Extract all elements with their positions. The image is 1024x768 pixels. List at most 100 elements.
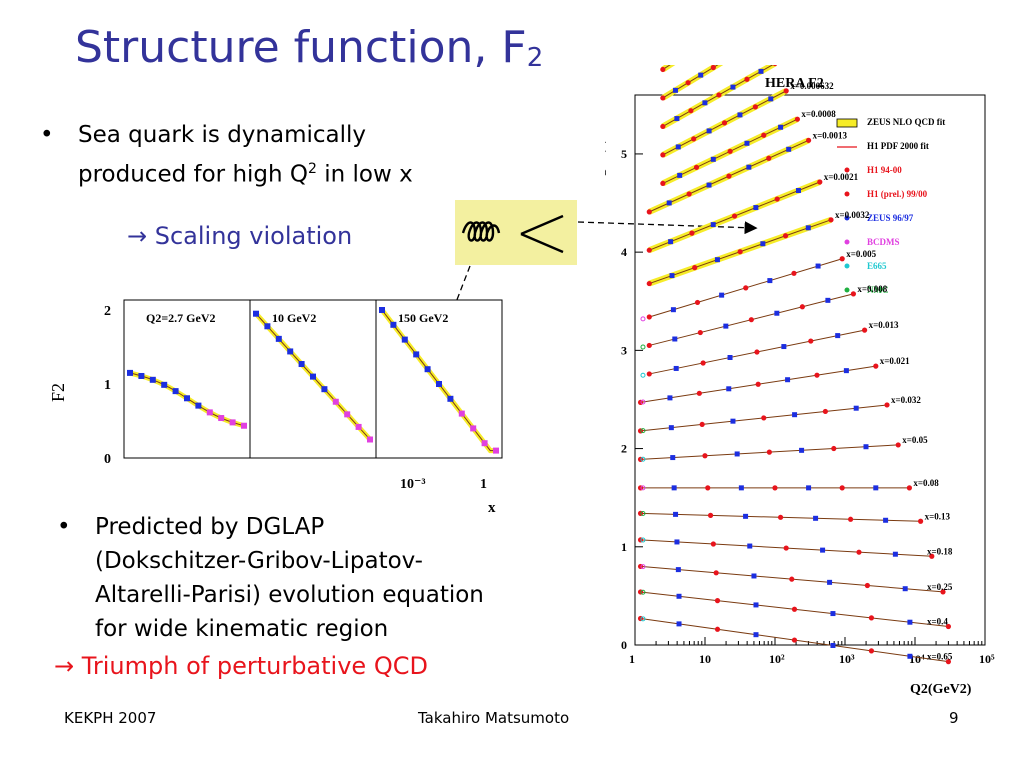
data-point (806, 485, 812, 491)
data-point (883, 517, 889, 523)
x-tick-label: 1 (480, 477, 487, 492)
data-point (783, 88, 789, 94)
legend-swatch (844, 167, 850, 173)
data-point (298, 361, 305, 368)
x-bin-label: x=0.032 (891, 395, 921, 405)
data-point (481, 440, 488, 447)
data-point (264, 323, 271, 330)
x-tick-label: 10⁴ (909, 652, 925, 666)
y-tick-label: 0 (621, 638, 627, 652)
data-point (689, 230, 695, 236)
low-q2-point (640, 510, 646, 516)
data-point (241, 422, 247, 429)
data-point (830, 642, 836, 648)
data-point (710, 156, 716, 162)
x-bin-label: x=0.008 (857, 284, 887, 294)
data-point (149, 376, 156, 383)
data-point (791, 270, 797, 276)
data-point (835, 333, 841, 339)
data-point (820, 547, 826, 553)
bullet-dglap: • Predicted by DGLAP (Dokschitzer-Gribov… (57, 510, 484, 646)
data-point (706, 182, 712, 188)
data-point (808, 338, 814, 344)
data-point (670, 455, 676, 461)
arrow-icon: → (127, 222, 148, 250)
legend-entry: ZEUS 96/97 (867, 213, 914, 223)
data-point (673, 365, 679, 371)
data-point (792, 412, 798, 418)
y-tick-label: 0 (104, 452, 111, 467)
x-tick-label: 10³ (839, 652, 855, 666)
y-tick-label: 4 (621, 245, 627, 259)
data-point (710, 222, 716, 228)
bullet2-line2: (Dokschitzer-Gribov-Lipatov- (95, 548, 423, 574)
data-point (906, 485, 912, 491)
y-tick-label: 1 (621, 540, 627, 554)
scaling-text: Scaling violation (154, 222, 353, 250)
data-point (752, 104, 758, 110)
data-point (828, 217, 834, 223)
data-point (723, 323, 729, 329)
data-point (702, 453, 708, 459)
data-point (751, 573, 757, 579)
data-point (873, 485, 879, 491)
data-point (814, 372, 820, 378)
data-point (734, 451, 740, 457)
data-point (831, 445, 837, 452)
data-point (786, 146, 792, 152)
low-q2-point (640, 372, 646, 378)
data-point (713, 570, 719, 576)
data-point (863, 444, 869, 450)
data-point (767, 278, 773, 284)
data-point (694, 299, 701, 306)
y-tick-label: 3 (621, 343, 627, 357)
x-bin-label: x=0.13 (925, 511, 951, 521)
x-tick-label: 10² (769, 652, 785, 666)
data-point (195, 402, 202, 409)
data-point (777, 514, 784, 520)
data-point (766, 449, 772, 455)
x-bin-label: x=0.0013 (813, 130, 848, 140)
bullet1-line2: produced for high Q2 in low x (78, 161, 413, 188)
panel-label: 150 GeV2 (398, 311, 448, 325)
bullet-sea-quark: • Sea quark is dynamically produced for … (40, 118, 413, 192)
footer-left: KEKPH 2007 (64, 709, 157, 727)
data-point (699, 421, 705, 428)
data-point (686, 191, 692, 197)
data-point (646, 314, 652, 320)
data-point (721, 120, 728, 126)
x-bin-label: x=0.021 (880, 356, 910, 366)
data-point (892, 551, 898, 557)
data-point (287, 348, 294, 355)
data-point (671, 485, 677, 491)
data-point (754, 349, 760, 355)
low-q2-point (640, 589, 646, 595)
data-point (774, 310, 780, 316)
footer-page-number: 9 (949, 709, 959, 727)
bullet2-line1: Predicted by DGLAP (95, 514, 325, 540)
data-point (275, 335, 282, 342)
y-axis-label: F2em-log10(x) (605, 138, 607, 225)
x-bin-label: x=0.005 (846, 249, 876, 259)
data-point (902, 586, 908, 592)
data-point (748, 317, 754, 323)
data-point (727, 355, 733, 361)
x-bin-label: x=0.0008 (801, 109, 836, 119)
data-point (691, 136, 697, 142)
data-point (778, 124, 784, 130)
low-q2-point (640, 616, 646, 622)
data-point (746, 164, 752, 170)
legend-swatch (844, 263, 850, 269)
legend-swatch (844, 191, 850, 197)
bullet2-line4: for wide kinematic region (95, 616, 389, 642)
y-axis-label: F2 (48, 383, 68, 402)
bullet2-line3: Altarelli-Parisi) evolution equation (95, 582, 484, 608)
data-point (766, 155, 772, 161)
data-point (945, 623, 951, 630)
data-point (676, 621, 682, 627)
x-bin-label: x=0.4 (927, 617, 948, 627)
data-point (367, 436, 373, 443)
bullet1-line1: Sea quark is dynamically (78, 122, 367, 148)
data-point (727, 148, 733, 154)
